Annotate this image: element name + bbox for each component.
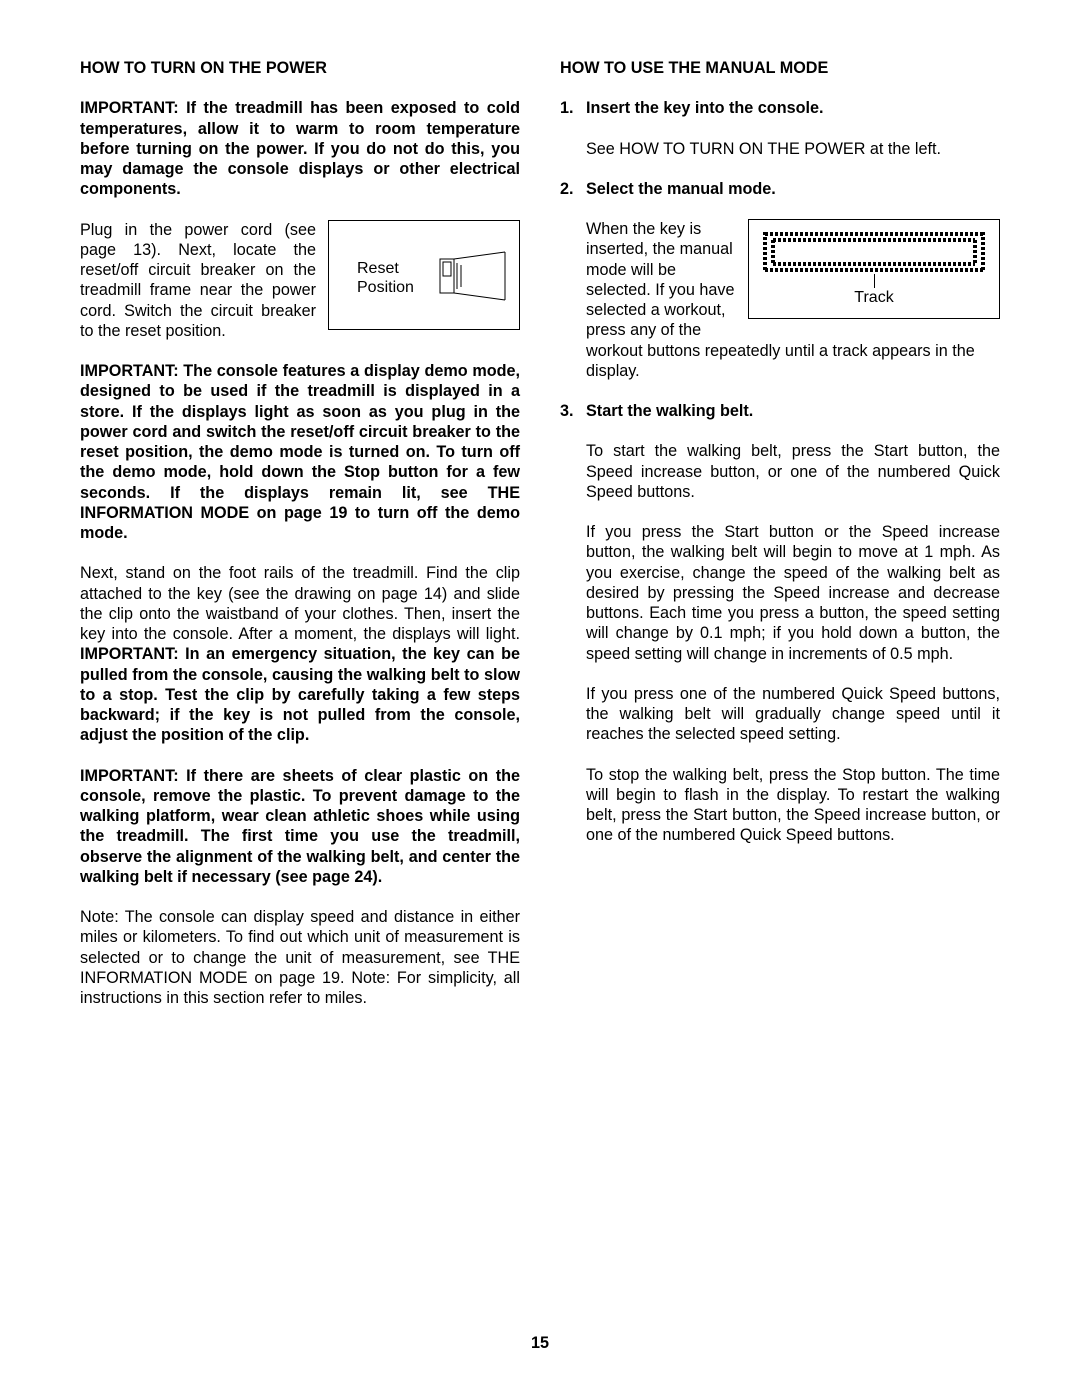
left-p2-text: Plug in the power cord (see page 13). Ne… xyxy=(80,221,316,340)
step-2-num: 2. xyxy=(560,179,586,199)
left-p6-note: Note: The console can display speed and … xyxy=(80,907,520,1008)
step-2-body: Track When the key is inserted, the manu… xyxy=(586,219,1000,381)
left-p4a: Next, stand on the foot rails of the tre… xyxy=(80,564,520,643)
step-3-p3: If you press one of the numbered Quick S… xyxy=(586,684,1000,745)
track-display-diagram: Track xyxy=(748,219,1000,319)
step-3-p1: To start the walking belt, press the Sta… xyxy=(586,441,1000,502)
reset-diagram: Reset Position xyxy=(328,220,520,330)
step-3-p2: If you press the Start button or the Spe… xyxy=(586,522,1000,664)
reset-diagram-box: Reset Position xyxy=(328,220,520,330)
step-1-num: 1. xyxy=(560,98,586,118)
track-display-box: Track xyxy=(748,219,1000,319)
left-column: HOW TO TURN ON THE POWER IMPORTANT: If t… xyxy=(80,58,520,1028)
manual-page: HOW TO TURN ON THE POWER IMPORTANT: If t… xyxy=(0,0,1080,1028)
step-3-p4: To stop the walking belt, press the Stop… xyxy=(586,765,1000,846)
step-3-title: Start the walking belt. xyxy=(586,401,753,421)
step-3: 3. Start the walking belt. xyxy=(560,401,1000,421)
left-p1-important: IMPORTANT: If the treadmill has been exp… xyxy=(80,98,520,199)
left-p4b: IMPORTANT: In an emergency situation, th… xyxy=(80,645,520,744)
left-p4: Next, stand on the foot rails of the tre… xyxy=(80,563,520,745)
step-1-title: Insert the key into the console. xyxy=(586,98,823,118)
reset-diagram-label: Reset Position xyxy=(357,259,414,297)
reset-label-line2: Position xyxy=(357,279,414,296)
left-heading: HOW TO TURN ON THE POWER xyxy=(80,58,520,78)
track-oval xyxy=(763,230,985,274)
step-1-body: See HOW TO TURN ON THE POWER at the left… xyxy=(586,139,1000,159)
step-1: 1. Insert the key into the console. xyxy=(560,98,1000,118)
reset-label-line1: Reset xyxy=(357,260,399,277)
left-p5-important: IMPORTANT: If there are sheets of clear … xyxy=(80,766,520,888)
right-heading: HOW TO USE THE MANUAL MODE xyxy=(560,58,1000,78)
left-p2-wrap: Reset Position Plug in the power cord (s… xyxy=(80,220,520,342)
step-2: 2. Select the manual mode. xyxy=(560,179,1000,199)
left-p3-important: IMPORTANT: The console features a displa… xyxy=(80,361,520,543)
track-pointer-line xyxy=(874,274,875,288)
right-column: HOW TO USE THE MANUAL MODE 1. Insert the… xyxy=(560,58,1000,1028)
step-2-title: Select the manual mode. xyxy=(586,179,776,199)
track-label: Track xyxy=(749,288,999,308)
step-3-num: 3. xyxy=(560,401,586,421)
circuit-breaker-icon xyxy=(439,251,509,301)
page-number: 15 xyxy=(0,1334,1080,1353)
